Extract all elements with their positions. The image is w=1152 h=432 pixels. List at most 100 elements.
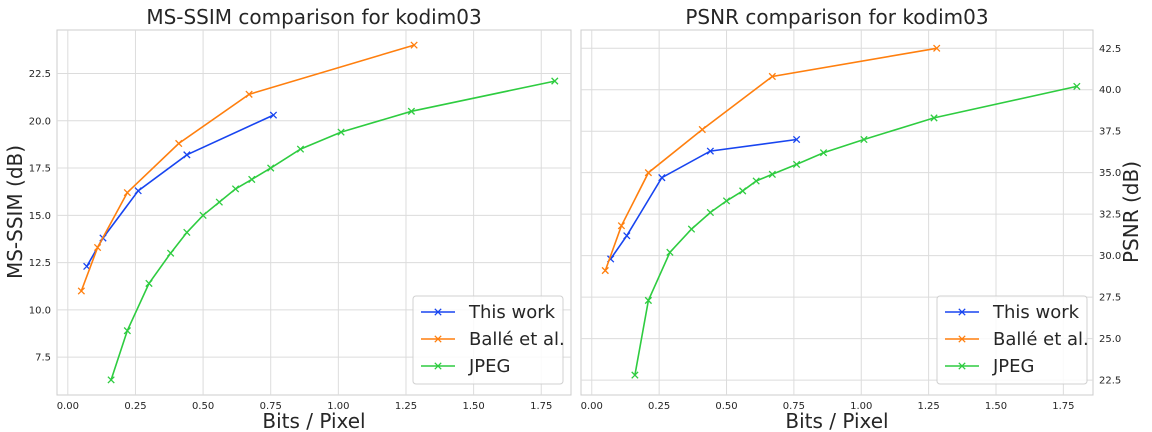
series-line [80,44,415,292]
data-point-marker [631,371,639,379]
x-tick-label: 1.50 [462,401,484,412]
legend-box [412,295,564,385]
data-point-marker [123,327,131,335]
data-point-marker [145,279,153,288]
legend-label: JPEG [992,356,1034,377]
legend-marker [434,362,442,370]
x-tick-label: 0.50 [192,401,214,412]
y-tick-label: 12.5 [29,258,51,269]
data-point-marker [792,135,801,144]
x-tick-label: 0.00 [581,401,603,412]
data-point-marker [199,211,207,219]
data-point-marker [248,175,256,184]
series-line [634,85,1077,376]
series-line [604,47,937,271]
legend-marker [434,308,442,316]
data-point-marker [123,188,131,197]
data-point-marker [644,169,653,177]
data-point-marker [739,187,747,195]
legend-label: JPEG [468,356,510,377]
tick-labels: 0.00 0.25 0.50 0.75 1.00 1.25 1.50 1.75 7.5 10.0 1… [29,69,553,412]
x-tick-label: 1.25 [395,401,417,412]
data-point-marker [617,222,626,230]
x-tick-label: 1.75 [1052,401,1074,412]
tick-labels: 0.00 0.25 0.50 0.75 1.00 1.25 1.50 1.75 22.5 25.0… [581,44,1122,412]
data-point-marker [644,296,653,305]
y-axis-label: MS-SSIM (dB) [3,145,27,279]
data-point-marker [792,160,801,169]
data-point-marker [706,208,715,217]
legend-box [936,295,1088,385]
x-tick-label: 0.25 [124,401,146,412]
data-point-marker [134,187,142,195]
data-point-marker [658,173,666,182]
data-point-marker [666,248,674,256]
data-point-marker [706,147,715,155]
legend-label: Ballé et al. [993,329,1089,350]
psnr-chart: 0.00 0.25 0.50 0.75 1.00 1.25 1.50 1.75 22.5 25.0… [580,5,1143,432]
x-axis-label: Bits / Pixel [785,409,888,432]
data-point-marker [107,376,115,384]
legend-marker [958,308,966,316]
y-tick-label: 25.0 [1099,334,1121,345]
y-axis-label: PSNR (dB) [1119,161,1143,263]
data-point-marker [245,90,253,98]
data-point-marker [175,139,183,148]
x-tick-label: 0.75 [260,401,282,412]
data-point-marker [267,164,275,172]
legend: This work Ballé et al. JPEG [412,295,565,385]
legend-marker [958,335,966,343]
y-tick-label: 20.0 [29,116,51,127]
data-point-marker [93,243,102,252]
data-point-marker [860,135,868,144]
x-tick-label: 0.00 [57,401,79,412]
x-tick-label: 1.50 [985,401,1007,412]
data-point-marker [930,114,938,122]
y-tick-label: 42.5 [1099,44,1121,55]
ms-ssim-chart: 0.00 0.25 0.50 0.75 1.00 1.25 1.50 1.75 7.5 10.0 1… [3,5,572,432]
data-point-marker [183,151,191,159]
y-tick-label: 37.5 [1099,127,1121,138]
y-tick-label: 32.5 [1099,210,1121,221]
legend-label: Ballé et al. [469,329,565,350]
series-line [110,80,555,381]
x-tick-label: 0.50 [715,401,737,412]
data-point-marker [269,111,278,119]
data-point-marker [551,77,559,85]
y-tick-label: 22.5 [29,69,51,80]
series-layer [77,41,559,384]
y-tick-label: 10.0 [29,305,51,316]
y-tick-label: 22.5 [1099,376,1121,387]
data-point-marker [407,107,416,115]
x-tick-label: 1.75 [530,401,552,412]
data-point-marker [601,266,609,275]
x-tick-label: 1.25 [917,401,939,412]
legend-marker [958,362,966,370]
y-tick-label: 15.0 [29,211,51,222]
data-point-marker [183,228,191,237]
y-tick-label: 30.0 [1099,251,1121,262]
legend: This work Ballé et al. JPEG [936,295,1089,385]
data-point-marker [819,149,828,157]
y-tick-label: 40.0 [1099,85,1121,96]
x-tick-label: 1.00 [327,401,349,412]
legend-label: This work [468,302,556,323]
series-layer [601,44,1081,379]
data-point-marker [768,170,776,179]
data-point-marker [752,177,760,185]
x-tick-label: 1.00 [850,401,872,412]
data-point-marker [296,145,305,153]
y-tick-label: 27.5 [1099,293,1121,304]
data-point-marker [687,225,696,233]
x-tick-label: 0.75 [783,401,805,412]
data-point-marker [722,197,731,205]
legend-marker [434,335,442,343]
data-point-marker [215,198,223,206]
data-point-marker [698,125,706,134]
data-point-marker [623,232,631,240]
chart-title: MS-SSIM comparison for kodim03 [146,5,481,29]
data-point-marker [166,249,175,257]
data-point-marker [768,72,776,81]
data-point-marker [231,185,240,193]
